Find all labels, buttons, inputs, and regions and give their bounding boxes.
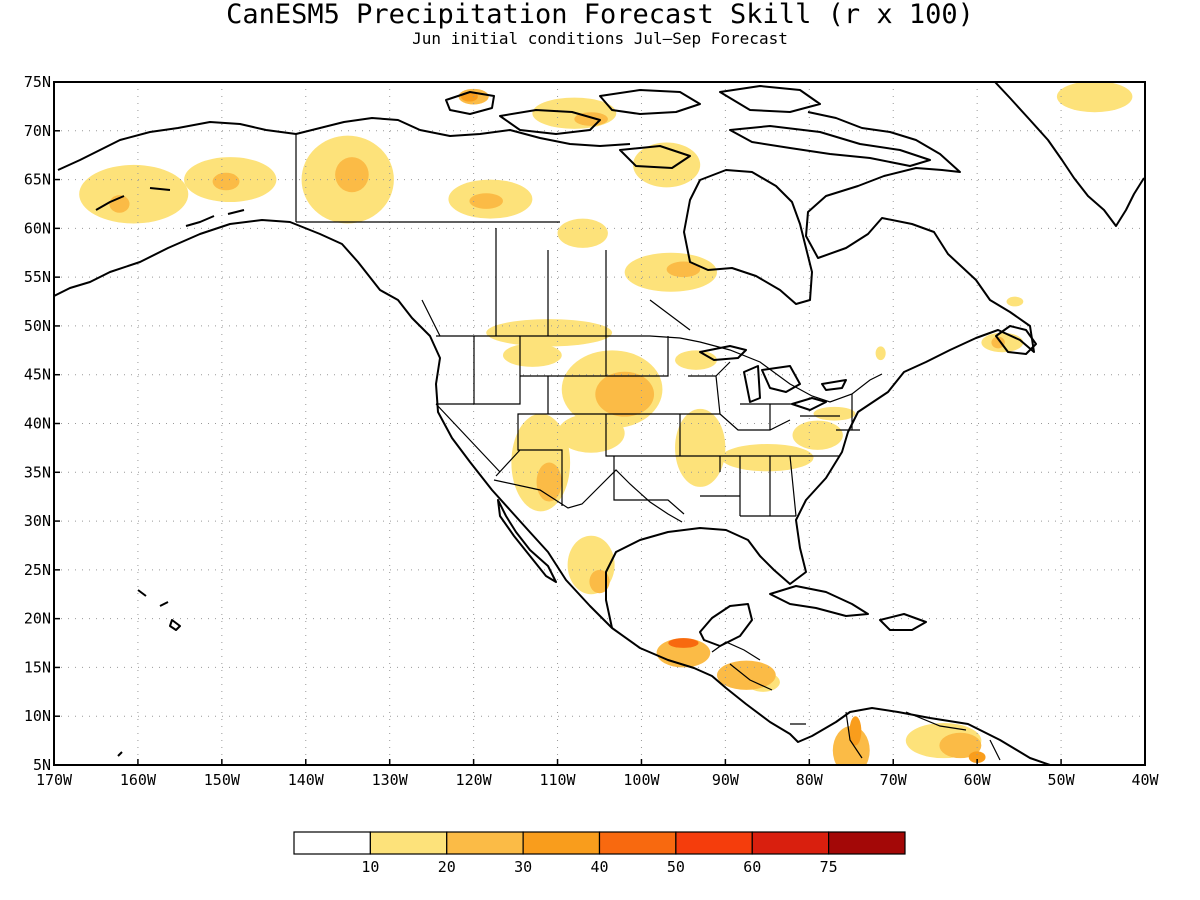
skill-region xyxy=(675,408,726,487)
us-mexico-border xyxy=(493,469,683,523)
longitude-label: 140W xyxy=(288,771,325,789)
yucatan-coastline xyxy=(699,603,753,647)
skill-region xyxy=(875,346,886,361)
longitude-label: 120W xyxy=(456,771,493,789)
longitude-label: 70W xyxy=(880,771,908,789)
colorbar-label: 30 xyxy=(514,858,532,876)
skill-region xyxy=(511,413,571,512)
colorbar-label: 10 xyxy=(361,858,379,876)
skill-region xyxy=(991,336,1005,349)
colorbar-label: 75 xyxy=(820,858,838,876)
colorbar-swatch xyxy=(828,831,906,855)
colorbar: 10 20 30 40 50 60 75 xyxy=(293,831,906,876)
skill-region xyxy=(849,716,862,746)
latitude-label: 70N xyxy=(24,122,51,140)
gulf-of-mexico-coastline xyxy=(605,111,1035,629)
colorbar-swatch xyxy=(598,831,677,855)
skill-region xyxy=(589,569,610,594)
colorbar-label: 50 xyxy=(667,858,685,876)
latitude-label: 5N xyxy=(33,756,51,774)
latitude-label: 55N xyxy=(24,268,51,286)
colorbar-swatch xyxy=(369,831,448,855)
latitude-label: 45N xyxy=(24,366,51,384)
latitude-label: 40N xyxy=(24,415,51,433)
colorbar-swatch xyxy=(675,831,753,855)
longitude-label: 40W xyxy=(1131,771,1159,789)
skill-region xyxy=(675,350,717,370)
canada-province-lines xyxy=(296,221,691,337)
latitude-label: 60N xyxy=(24,219,51,237)
arctic-islands xyxy=(445,85,931,169)
central-america-borders xyxy=(711,641,806,725)
latitude-label: 30N xyxy=(24,512,51,530)
latitude-label: 10N xyxy=(24,707,51,725)
skill-region xyxy=(469,193,503,209)
skill-region xyxy=(1006,296,1024,307)
skill-region xyxy=(968,751,986,764)
latitude-label: 20N xyxy=(24,610,51,628)
us-state-lines xyxy=(435,336,860,517)
skill-region xyxy=(486,319,613,347)
skill-region xyxy=(666,261,701,278)
cuba-coastline xyxy=(769,585,869,617)
colorbar-label: 40 xyxy=(590,858,608,876)
skill-region xyxy=(716,660,776,690)
skill-region xyxy=(939,732,982,759)
latitude-labels: 5N 10N 15N 20N 25N 30N 35N 40N 45N 50N 55N 60N 65N 70… xyxy=(24,73,60,774)
longitude-label: 100W xyxy=(623,771,660,789)
skill-region xyxy=(721,443,814,472)
map-title: CanESM5 Precipitation Forecast Skill (r … xyxy=(226,0,974,30)
longitude-label: 80W xyxy=(796,771,824,789)
skill-region xyxy=(595,371,655,417)
skill-region xyxy=(502,343,562,367)
skill-region xyxy=(212,172,240,191)
skill-region xyxy=(668,638,699,648)
latitude-label: 25N xyxy=(24,561,51,579)
political-borders xyxy=(295,134,1001,761)
greenland-coastline xyxy=(994,82,1145,227)
colorbar-swatch xyxy=(293,831,371,855)
latitude-label: 75N xyxy=(24,73,51,91)
alaska-coast-north xyxy=(57,117,631,171)
latitude-label: 15N xyxy=(24,658,51,676)
latitude-label: 35N xyxy=(24,463,51,481)
hudson-bay-coastline xyxy=(683,169,813,305)
aleutian-islands xyxy=(95,187,245,227)
skill-region xyxy=(557,218,608,248)
hispaniola-coastline xyxy=(879,613,927,631)
colorbar-label: 20 xyxy=(438,858,456,876)
longitude-label: 170W xyxy=(36,771,73,789)
skill-region xyxy=(1056,82,1133,113)
us-canada-border xyxy=(436,335,883,403)
map-subtitle: Jun initial conditions Jul—Sep Forecast xyxy=(412,29,788,48)
skill-region xyxy=(335,157,369,193)
colorbar-swatch xyxy=(446,831,524,855)
colorbar-label: 60 xyxy=(743,858,761,876)
latitude-label: 50N xyxy=(24,317,51,335)
skill-region xyxy=(792,420,843,450)
great-lakes xyxy=(699,345,847,411)
baja-california-coastline xyxy=(497,499,557,583)
colorbar-swatch xyxy=(751,831,830,855)
longitude-label: 90W xyxy=(712,771,740,789)
longitude-label: 130W xyxy=(372,771,409,789)
skill-region xyxy=(79,164,189,224)
longitude-labels: 170W 160W 150W 140W 130W 120W 110W 100W 90W 80W 70… xyxy=(36,759,1160,789)
colorbar-swatch xyxy=(522,831,601,855)
skill-region xyxy=(813,406,856,421)
longitude-label: 60W xyxy=(964,771,992,789)
latitude-label: 65N xyxy=(24,171,51,189)
newfoundland-coastline xyxy=(995,325,1037,355)
longitude-label: 160W xyxy=(120,771,157,789)
coastlines xyxy=(54,82,1145,765)
longitude-label: 110W xyxy=(539,771,576,789)
north-america-coastline xyxy=(54,219,1051,765)
longitude-label: 150W xyxy=(204,771,241,789)
longitude-label: 50W xyxy=(1048,771,1076,789)
hawaii-islands xyxy=(117,589,181,757)
south-america-borders xyxy=(845,711,1001,761)
